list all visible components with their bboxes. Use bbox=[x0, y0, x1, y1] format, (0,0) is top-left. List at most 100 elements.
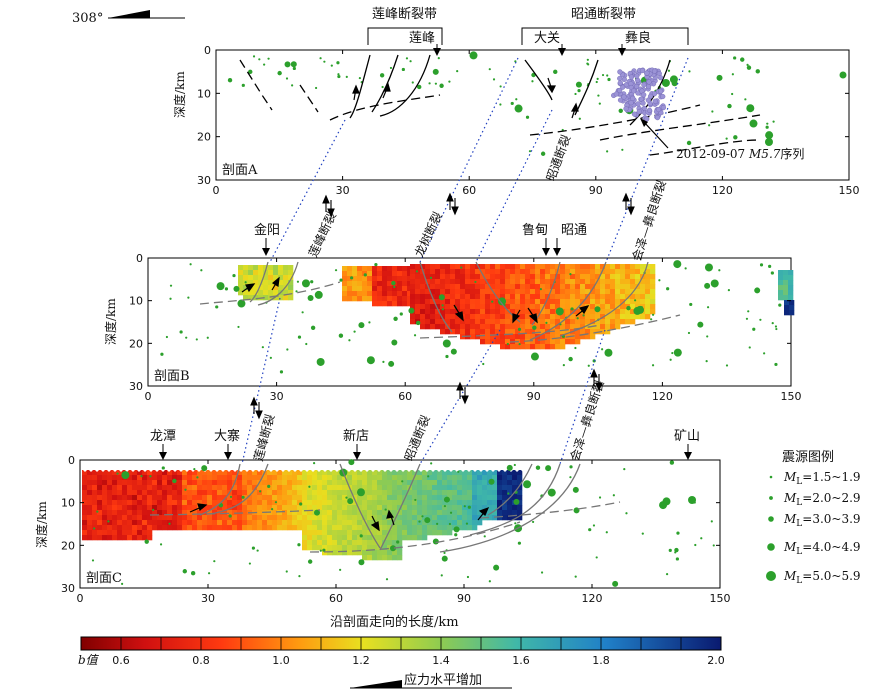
colorbar-tick-1: 0.8 bbox=[192, 654, 210, 667]
b-xtick-3: 90 bbox=[527, 390, 541, 403]
a-xtick-5: 150 bbox=[839, 184, 860, 197]
legend-item-3: ML=4.0~4.9 bbox=[783, 540, 861, 557]
place-ludian: 鲁甸 bbox=[522, 223, 548, 238]
section-a-x-axis: 0 30 60 90 120 150 bbox=[213, 50, 860, 197]
colorbar-tick-5: 1.6 bbox=[512, 654, 530, 667]
section-c-faults bbox=[149, 463, 621, 553]
b-ytick-2: 20 bbox=[129, 337, 143, 350]
b-ytick-0: 0 bbox=[136, 252, 143, 265]
legend-item-2: ML=3.0~3.9 bbox=[783, 512, 861, 529]
a-ytick-0: 0 bbox=[204, 44, 211, 57]
place-lianfeng: 莲峰 bbox=[409, 31, 435, 46]
b-xtick-4: 120 bbox=[652, 390, 673, 403]
b-ytick-3: 30 bbox=[129, 380, 143, 393]
b-xtick-2: 60 bbox=[398, 390, 412, 403]
a-ytick-3: 30 bbox=[197, 174, 211, 187]
a-xtick-4: 120 bbox=[712, 184, 733, 197]
a-xtick-1: 30 bbox=[336, 184, 350, 197]
stress-label: 应力水平增加 bbox=[404, 672, 482, 688]
fault-zone-lianfeng: 莲峰断裂带 bbox=[372, 7, 437, 22]
legend-title: 震源图例 bbox=[782, 450, 834, 465]
slip-marks-bc bbox=[250, 368, 603, 420]
connector-huize-ab: 会泽—彝良断裂 bbox=[629, 178, 669, 263]
b-ytick-1: 10 bbox=[129, 295, 143, 308]
colorbar-tick-0: 0.6 bbox=[112, 654, 130, 667]
place-longtan: 龙潭 bbox=[150, 429, 176, 444]
colorbar: 0.6 0.8 1.0 1.2 1.4 1.6 1.8 2.0 b值 应力水平增加 bbox=[78, 636, 725, 689]
section-c-label: 剖面C bbox=[86, 571, 122, 586]
place-yiliang: 彝良 bbox=[625, 30, 651, 46]
sequence-cluster bbox=[611, 67, 667, 122]
c-ytick-0: 0 bbox=[68, 454, 75, 467]
b-xtick-5: 150 bbox=[781, 390, 802, 403]
place-xindian: 新店 bbox=[343, 428, 369, 444]
connector-zhaotong-bc: 昭通断裂 bbox=[401, 413, 433, 463]
a-xtick-3: 90 bbox=[589, 184, 603, 197]
legend-symbol-0 bbox=[769, 475, 773, 479]
connector-faults-bc bbox=[241, 297, 606, 465]
c-ytick-2: 20 bbox=[61, 539, 75, 552]
section-c-x-axis: 0 30 60 90 120 150 bbox=[77, 460, 731, 605]
colorbar-tick-3: 1.2 bbox=[352, 654, 370, 667]
connector-lianfeng-ab: 莲峰断裂 bbox=[305, 209, 339, 259]
legend-item-0: ML=1.5~1.9 bbox=[783, 470, 861, 487]
section-b-earthquakes bbox=[160, 260, 782, 374]
c-ytick-1: 10 bbox=[61, 497, 75, 510]
place-zhaotong: 昭通 bbox=[561, 223, 587, 238]
legend-item-1: ML=2.0~2.9 bbox=[783, 491, 861, 508]
orientation-label: 308° bbox=[72, 11, 103, 26]
section-c-y-axis: 0 10 20 30 bbox=[61, 454, 720, 595]
sequence-annotation: 2012-09-07 M5.7序列 bbox=[676, 146, 804, 161]
c-xtick-3: 90 bbox=[457, 592, 471, 605]
c-ytick-3: 30 bbox=[61, 582, 75, 595]
legend-symbol-1 bbox=[769, 496, 773, 500]
place-dazhai: 大寨 bbox=[214, 428, 240, 444]
section-c-xlabel: 沿剖面走向的长度/km bbox=[330, 614, 459, 630]
b-xtick-0: 0 bbox=[145, 390, 152, 403]
section-c-earthquakes bbox=[91, 459, 715, 587]
section-a-arrows bbox=[352, 77, 579, 119]
section-b-y-axis: 0 10 20 30 bbox=[129, 252, 791, 393]
legend-symbol-2 bbox=[768, 516, 774, 522]
section-c-ylabel: 深度/km bbox=[34, 501, 49, 548]
fault-zone-zhaotong: 昭通断裂带 bbox=[571, 7, 636, 22]
section-a-y-axis: 0 10 20 30 bbox=[197, 44, 849, 187]
section-a-earthquakes bbox=[227, 51, 847, 156]
orientation-indicator: 308° bbox=[72, 10, 185, 26]
section-a-label: 剖面A bbox=[222, 163, 258, 178]
connector-faults-ab bbox=[269, 57, 689, 263]
section-b-label: 剖面B bbox=[154, 369, 190, 384]
c-xtick-4: 120 bbox=[582, 592, 603, 605]
a-xtick-0: 0 bbox=[213, 184, 220, 197]
colorbar-tick-7: 2.0 bbox=[707, 654, 725, 667]
b-xtick-1: 30 bbox=[270, 390, 284, 403]
c-xtick-5: 150 bbox=[710, 592, 731, 605]
a-xtick-2: 60 bbox=[462, 184, 476, 197]
section-a-faults bbox=[239, 59, 761, 156]
a-ytick-1: 10 bbox=[197, 87, 211, 100]
connector-huize-bc: 会泽—彝良断裂 bbox=[567, 378, 607, 463]
place-kuangshan: 矿山 bbox=[674, 429, 700, 444]
legend-item-4: ML=5.0~5.9 bbox=[783, 569, 861, 586]
place-jinyang: 金阳 bbox=[254, 222, 280, 238]
connector-longshu: 龙树断裂 bbox=[411, 209, 445, 259]
section-b-ylabel: 深度/km bbox=[103, 298, 118, 345]
c-xtick-0: 0 bbox=[77, 592, 84, 605]
section-a-frame bbox=[215, 49, 850, 181]
c-xtick-2: 60 bbox=[329, 592, 343, 605]
section-c-arrows bbox=[189, 503, 490, 532]
stress-arrow: 应力水平增加 bbox=[350, 672, 512, 689]
colorbar-tick-2: 1.0 bbox=[272, 654, 290, 667]
a-ytick-2: 20 bbox=[197, 131, 211, 144]
legend: 震源图例 ML=1.5~1.9 ML=2.0~2.9 ML=3.0~3.9 ML=4.… bbox=[766, 450, 861, 586]
legend-symbol-3 bbox=[767, 543, 775, 551]
colorbar-tick-4: 1.4 bbox=[432, 654, 450, 667]
colorbar-label: b值 bbox=[78, 653, 100, 667]
colorbar-tick-6: 1.8 bbox=[592, 654, 610, 667]
section-b-x-axis: 0 30 60 90 120 150 bbox=[145, 258, 802, 403]
legend-symbol-4 bbox=[766, 571, 776, 581]
